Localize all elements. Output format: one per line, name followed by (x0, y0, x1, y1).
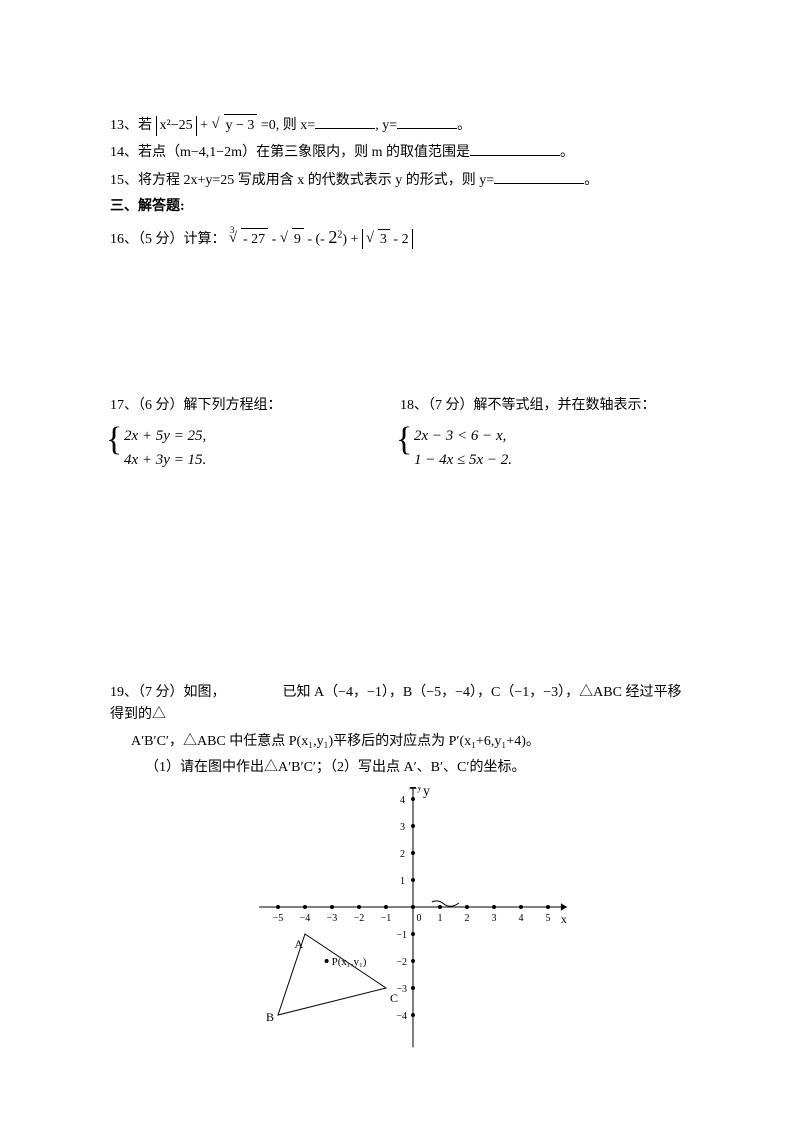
radicand: y − 3 (224, 114, 258, 137)
q15-end: 。 (584, 173, 598, 188)
svg-text:−1: −1 (396, 930, 407, 941)
q17-brace: 2x + 5y = 25, 4x + 3y = 15. (110, 424, 206, 472)
svg-text:P(x₁,y₁): P(x₁,y₁) (332, 956, 367, 968)
abs-sqrt3-2: 3 - 2 (362, 229, 413, 250)
blank-q15 (494, 169, 584, 184)
q13: 13、若 x²−25 + y − 3 =0, 则 x= , y= 。 (110, 114, 690, 137)
q16-base2: 2 (328, 227, 337, 247)
workspace-q16 (110, 255, 690, 395)
svg-text:−4: −4 (300, 913, 311, 924)
svg-text:4: 4 (519, 913, 524, 924)
svg-text:−2: −2 (354, 913, 365, 924)
q15: 15、将方程 2x+y=25 写成用含 x 的代数式表示 y 的形式，则 y= 。 (110, 169, 690, 192)
blank-y (397, 114, 457, 129)
q19-line3: （1）请在图中作出△A′B′C′；（2）写出点 A′、B′、C′的坐标。 (110, 757, 690, 779)
q17-label: 17、（6 分）解下列方程组： (110, 395, 400, 417)
q17-q18-row: 17、（6 分）解下列方程组： 2x + 5y = 25, 4x + 3y = … (110, 395, 690, 477)
section-3-title: 三、解答题: (110, 196, 690, 218)
cbrt-radicand: - 27 (241, 228, 268, 251)
svg-text:x: x (561, 912, 567, 926)
blank-x (315, 114, 375, 129)
q17-eq1: 2x + 5y = 25, (124, 424, 206, 448)
svg-text:4: 4 (400, 795, 405, 806)
q18: 18、（7 分）解不等式组，并在数轴表示： 2x − 3 < 6 − x, 1 … (400, 395, 690, 477)
q14-end: 。 (560, 145, 574, 160)
q16-minus1: - (272, 232, 280, 247)
svg-text:5: 5 (546, 913, 551, 924)
graph-container: −5−4−3−2−10123451234−1−2−3−4xyyABCP(x₁,y… (110, 787, 690, 1057)
svg-text:1: 1 (400, 876, 405, 887)
svg-text:−2: −2 (396, 957, 407, 968)
sqrt-3: 3 (366, 229, 390, 250)
cube-index: 3 (230, 223, 235, 237)
svg-text:3: 3 (492, 913, 497, 924)
q15-text: 15、将方程 2x+y=25 写成用含 x 的代数式表示 y 的形式，则 y= (110, 173, 494, 188)
svg-text:−1: −1 (381, 913, 392, 924)
q18-eq1: 2x − 3 < 6 − x, (414, 424, 512, 448)
svg-text:−4: −4 (396, 1011, 407, 1022)
q13-eq: =0, 则 x= (261, 118, 315, 133)
sqrt-9: 9 (280, 228, 304, 251)
q16: 16、（5 分）计算： 3- 27 - 9 - (- 22) + 3 - 2 (110, 223, 690, 252)
svg-text:y: y (417, 787, 422, 793)
q16-close: ) + (342, 232, 362, 247)
q14: 14、若点（m−4,1−2m）在第三象限内，则 m 的取值范围是 。 (110, 141, 690, 164)
q17: 17、（6 分）解下列方程组： 2x + 5y = 25, 4x + 3y = … (110, 395, 400, 477)
q14-text: 14、若点（m−4,1−2m）在第三象限内，则 m 的取值范围是 (110, 145, 470, 160)
q18-brace: 2x − 3 < 6 − x, 1 − 4x ≤ 5x − 2. (400, 424, 512, 472)
svg-text:C: C (390, 991, 398, 1005)
abs-x2-25: x²−25 (156, 116, 197, 136)
q17-eq2: 4x + 3y = 15. (124, 448, 206, 472)
blank-q14 (470, 141, 560, 156)
plus-sign: + (200, 118, 208, 133)
svg-text:2: 2 (465, 913, 470, 924)
q19-line2: A′B′C′，△ABC 中任意点 P(x₁,y₁)平移后的对应点为 P′(x₁+… (110, 731, 690, 753)
q13-prefix: 13、若 (110, 118, 152, 133)
cbrt-neg27: 3- 27 (229, 228, 268, 251)
svg-text:0: 0 (417, 913, 422, 924)
q13-end: 。 (457, 118, 471, 133)
svg-text:A: A (294, 937, 303, 951)
workspace-q17-18 (110, 478, 690, 678)
abs-content: x²−25 (160, 118, 193, 133)
sqrt9-radicand: 9 (292, 228, 304, 251)
q19: 19、（7 分）如图， 已知 A（−4，−1），B（−5，−4），C（−1，−3… (110, 682, 690, 727)
q16-minus2: - (- (307, 232, 328, 247)
sqrt-y-3: y − 3 (212, 114, 258, 137)
svg-text:−3: −3 (327, 913, 338, 924)
svg-text:2: 2 (400, 849, 405, 860)
q18-label: 18、（7 分）解不等式组，并在数轴表示： (400, 395, 690, 417)
svg-text:3: 3 (400, 822, 405, 833)
q13-mid: , y= (375, 118, 397, 133)
sqrt3-radicand: 3 (378, 229, 390, 250)
q18-eq2: 1 − 4x ≤ 5x − 2. (414, 448, 512, 472)
coordinate-graph: −5−4−3−2−10123451234−1−2−3−4xyyABCP(x₁,y… (225, 787, 575, 1057)
abs-minus2: - 2 (390, 232, 409, 247)
q19-label-a: 19、（7 分）如图， (110, 685, 226, 700)
svg-text:B: B (266, 1010, 274, 1024)
svg-text:y: y (423, 787, 430, 799)
svg-text:−5: −5 (273, 913, 284, 924)
q16-label: 16、（5 分）计算： (110, 232, 226, 247)
svg-text:1: 1 (438, 913, 443, 924)
